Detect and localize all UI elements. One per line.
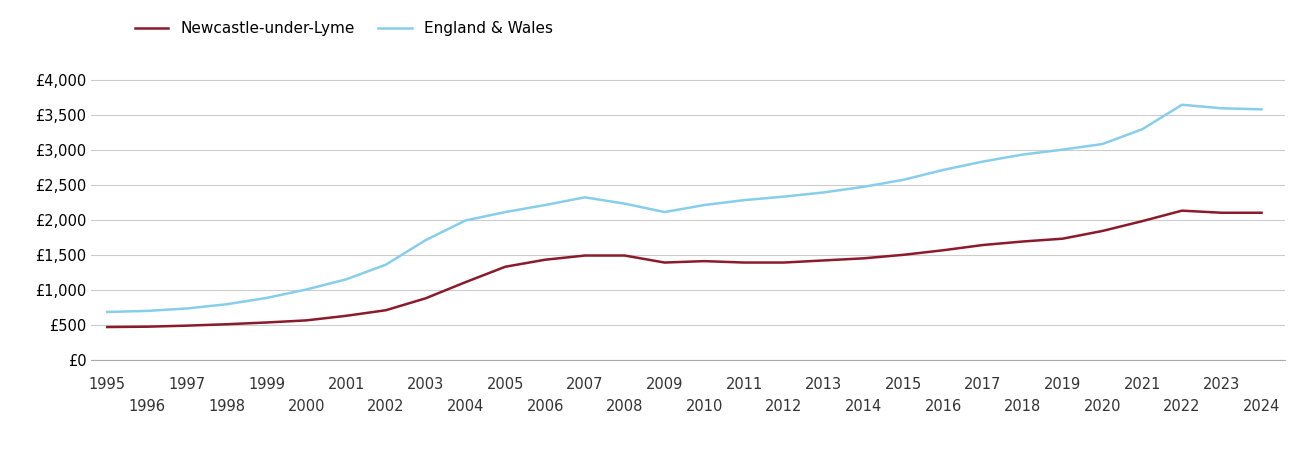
- Newcastle-under-Lyme: [577, 253, 592, 258]
- England & Wales: [1214, 106, 1229, 111]
- Newcastle-under-Lyme: [458, 279, 474, 285]
- Newcastle-under-Lyme: [1054, 236, 1070, 241]
- Text: 2016: 2016: [924, 399, 962, 414]
- Text: 2009: 2009: [646, 377, 684, 392]
- Text: 1997: 1997: [168, 377, 205, 392]
- Text: 1998: 1998: [209, 399, 245, 414]
- England & Wales: [99, 309, 115, 315]
- Newcastle-under-Lyme: [656, 260, 672, 265]
- Newcastle-under-Lyme: [856, 256, 872, 261]
- England & Wales: [856, 184, 872, 189]
- Text: 2008: 2008: [606, 399, 643, 414]
- England & Wales: [656, 209, 672, 215]
- Newcastle-under-Lyme: [299, 318, 315, 323]
- Text: 2003: 2003: [407, 377, 444, 392]
- England & Wales: [338, 277, 354, 282]
- Newcastle-under-Lyme: [1174, 208, 1190, 213]
- Text: 2014: 2014: [844, 399, 882, 414]
- England & Wales: [617, 201, 633, 207]
- Text: 2002: 2002: [367, 399, 405, 414]
- Text: 2007: 2007: [566, 377, 604, 392]
- Newcastle-under-Lyme: [497, 264, 513, 270]
- Text: 2018: 2018: [1004, 399, 1041, 414]
- England & Wales: [1174, 102, 1190, 108]
- Text: 2021: 2021: [1124, 377, 1161, 392]
- Newcastle-under-Lyme: [258, 320, 274, 325]
- Newcastle-under-Lyme: [895, 252, 911, 257]
- Text: 1996: 1996: [129, 399, 166, 414]
- Text: 2010: 2010: [685, 399, 723, 414]
- England & Wales: [1054, 147, 1070, 153]
- Newcastle-under-Lyme: [418, 296, 433, 301]
- Newcastle-under-Lyme: [538, 257, 553, 262]
- Legend: Newcastle-under-Lyme, England & Wales: Newcastle-under-Lyme, England & Wales: [134, 21, 553, 36]
- Text: 2023: 2023: [1203, 377, 1240, 392]
- Text: 2024: 2024: [1242, 399, 1280, 414]
- Text: 2019: 2019: [1044, 377, 1081, 392]
- Text: 2006: 2006: [526, 399, 564, 414]
- Text: 2005: 2005: [487, 377, 525, 392]
- Newcastle-under-Lyme: [219, 322, 235, 327]
- England & Wales: [895, 177, 911, 183]
- Text: 1995: 1995: [89, 377, 125, 392]
- Newcastle-under-Lyme: [776, 260, 792, 265]
- Text: 2012: 2012: [765, 399, 803, 414]
- Newcastle-under-Lyme: [140, 324, 155, 329]
- England & Wales: [1015, 152, 1031, 157]
- Line: Newcastle-under-Lyme: Newcastle-under-Lyme: [107, 211, 1262, 327]
- England & Wales: [299, 287, 315, 292]
- England & Wales: [179, 306, 194, 311]
- Text: 2011: 2011: [726, 377, 762, 392]
- England & Wales: [497, 209, 513, 215]
- Newcastle-under-Lyme: [99, 324, 115, 330]
- England & Wales: [736, 198, 752, 203]
- England & Wales: [1134, 126, 1150, 132]
- Newcastle-under-Lyme: [1254, 210, 1270, 216]
- Text: 2020: 2020: [1083, 399, 1121, 414]
- Text: 2017: 2017: [964, 377, 1002, 392]
- Newcastle-under-Lyme: [378, 307, 394, 313]
- England & Wales: [258, 295, 274, 301]
- England & Wales: [816, 190, 831, 195]
- England & Wales: [219, 302, 235, 307]
- Newcastle-under-Lyme: [338, 313, 354, 319]
- England & Wales: [577, 195, 592, 200]
- Text: 2022: 2022: [1163, 399, 1201, 414]
- Newcastle-under-Lyme: [975, 242, 990, 248]
- Newcastle-under-Lyme: [697, 258, 713, 264]
- Newcastle-under-Lyme: [617, 253, 633, 258]
- Newcastle-under-Lyme: [1214, 210, 1229, 216]
- England & Wales: [458, 218, 474, 223]
- Newcastle-under-Lyme: [1134, 218, 1150, 224]
- England & Wales: [776, 194, 792, 199]
- Text: 2015: 2015: [885, 377, 921, 392]
- Text: 2001: 2001: [328, 377, 365, 392]
- Newcastle-under-Lyme: [1015, 239, 1031, 244]
- Newcastle-under-Lyme: [736, 260, 752, 265]
- Newcastle-under-Lyme: [816, 258, 831, 263]
- Line: England & Wales: England & Wales: [107, 105, 1262, 312]
- England & Wales: [697, 202, 713, 208]
- Newcastle-under-Lyme: [1095, 228, 1111, 234]
- England & Wales: [1095, 141, 1111, 147]
- Text: 2004: 2004: [446, 399, 484, 414]
- England & Wales: [418, 238, 433, 243]
- England & Wales: [936, 167, 951, 173]
- England & Wales: [538, 202, 553, 208]
- England & Wales: [140, 308, 155, 314]
- Text: 1999: 1999: [248, 377, 284, 392]
- England & Wales: [975, 159, 990, 164]
- England & Wales: [1254, 107, 1270, 112]
- Newcastle-under-Lyme: [179, 323, 194, 328]
- Newcastle-under-Lyme: [936, 248, 951, 253]
- Text: 2000: 2000: [287, 399, 325, 414]
- Text: 2013: 2013: [805, 377, 842, 392]
- England & Wales: [378, 262, 394, 267]
